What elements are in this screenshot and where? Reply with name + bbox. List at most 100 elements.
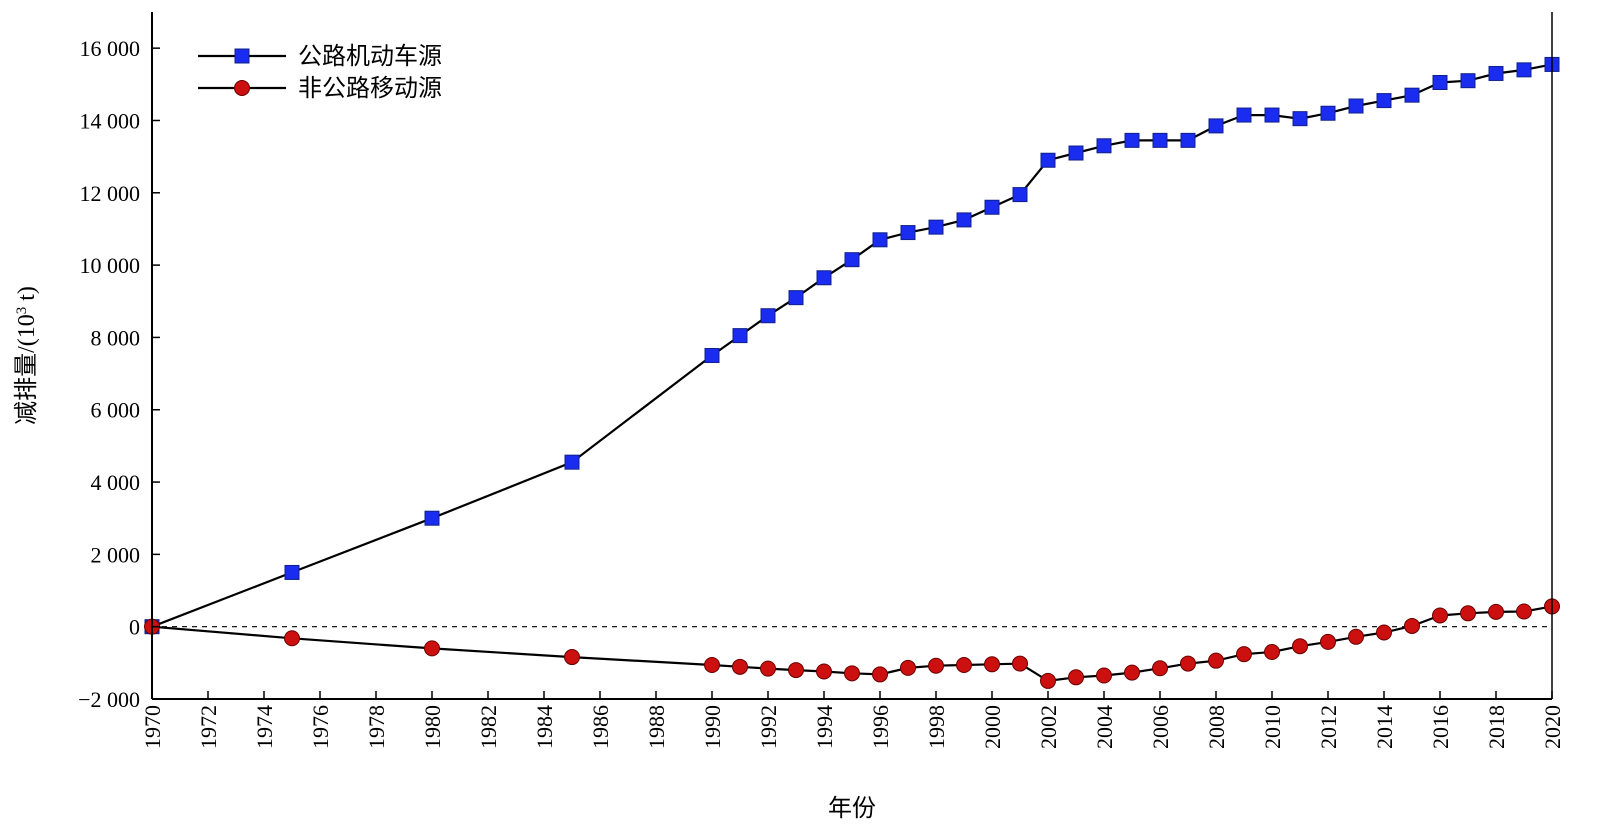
circle-marker bbox=[284, 630, 300, 647]
circle-marker bbox=[816, 663, 832, 680]
y-tick-label: 2 000 bbox=[91, 542, 141, 567]
circle-marker bbox=[1040, 672, 1056, 689]
y-tick-label: 4 000 bbox=[91, 470, 141, 495]
x-tick-label: 2006 bbox=[1148, 705, 1173, 749]
circle-marker bbox=[1012, 655, 1028, 672]
x-tick-label: 1976 bbox=[308, 705, 333, 749]
x-tick-label: 1982 bbox=[476, 705, 501, 749]
y-tick-label: 6 000 bbox=[91, 398, 141, 423]
y-axis-title-unit: t) bbox=[14, 286, 40, 307]
square-marker bbox=[1068, 145, 1084, 161]
circle-marker bbox=[1096, 667, 1112, 684]
x-tick-label: 2014 bbox=[1372, 705, 1397, 749]
legend-square-marker bbox=[234, 48, 250, 64]
circle-marker bbox=[900, 659, 916, 676]
circle-marker bbox=[424, 640, 440, 657]
square-marker bbox=[1320, 105, 1336, 121]
circle-marker bbox=[760, 660, 776, 677]
square-marker bbox=[1012, 187, 1028, 203]
circle-marker bbox=[1488, 603, 1504, 620]
circle-marker bbox=[872, 666, 888, 683]
square-marker bbox=[1404, 87, 1420, 103]
square-marker bbox=[1096, 138, 1112, 154]
circle-marker bbox=[1376, 624, 1392, 641]
square-marker bbox=[1376, 93, 1392, 109]
x-tick-label: 1994 bbox=[812, 705, 837, 749]
x-tick-label: 1996 bbox=[868, 705, 893, 749]
square-marker bbox=[872, 232, 888, 248]
circle-marker bbox=[1432, 607, 1448, 624]
y-tick-label: 16 000 bbox=[80, 36, 141, 61]
square-marker bbox=[284, 564, 300, 580]
x-tick-label: 2008 bbox=[1204, 705, 1229, 749]
x-tick-label: 1988 bbox=[644, 705, 669, 749]
square-marker bbox=[816, 270, 832, 286]
x-tick-label: 2010 bbox=[1260, 705, 1285, 749]
y-tick-label: 14 000 bbox=[80, 108, 141, 133]
series-1 bbox=[144, 56, 1560, 635]
y-axis-title: 减排量/(103 t) bbox=[13, 286, 40, 425]
square-marker bbox=[844, 252, 860, 268]
x-tick-label: 1992 bbox=[756, 705, 781, 749]
square-marker bbox=[1488, 65, 1504, 81]
circle-marker bbox=[564, 649, 580, 666]
circle-marker bbox=[1320, 633, 1336, 650]
circle-marker bbox=[1292, 638, 1308, 655]
circle-marker bbox=[1348, 628, 1364, 645]
circle-marker bbox=[732, 658, 748, 675]
square-marker bbox=[956, 212, 972, 228]
circle-marker bbox=[1460, 605, 1476, 622]
series-line bbox=[151, 63, 1553, 628]
circle-marker bbox=[704, 657, 720, 674]
square-marker bbox=[984, 199, 1000, 215]
circle-marker bbox=[788, 662, 804, 679]
square-marker bbox=[1236, 107, 1252, 123]
square-marker bbox=[704, 348, 720, 363]
x-tick-label: 2002 bbox=[1036, 705, 1061, 749]
x-tick-label: 2020 bbox=[1540, 705, 1565, 749]
circle-marker bbox=[1264, 643, 1280, 660]
legend-label: 非公路移动源 bbox=[298, 75, 442, 102]
square-marker bbox=[1516, 62, 1532, 78]
legend-label: 公路机动车源 bbox=[298, 43, 442, 70]
circle-marker bbox=[1516, 603, 1532, 620]
circle-marker bbox=[1208, 652, 1224, 669]
square-marker bbox=[788, 290, 804, 306]
square-marker bbox=[1432, 75, 1448, 91]
y-axis-title-main: 减排量/(10 bbox=[13, 314, 40, 425]
circle-marker bbox=[1152, 660, 1168, 677]
legend-circle-marker bbox=[234, 80, 250, 96]
square-marker bbox=[928, 219, 944, 235]
square-marker bbox=[1292, 111, 1308, 127]
y-tick-label: 10 000 bbox=[80, 253, 141, 278]
x-tick-label: 1974 bbox=[252, 705, 277, 749]
square-marker bbox=[1152, 132, 1168, 148]
legend-item: 非公路移动源 bbox=[198, 75, 442, 102]
square-marker bbox=[732, 328, 748, 344]
square-marker bbox=[1208, 118, 1224, 134]
x-tick-label: 1970 bbox=[140, 705, 165, 749]
square-marker bbox=[1040, 152, 1056, 168]
y-tick-label: 12 000 bbox=[80, 181, 141, 206]
square-marker bbox=[1460, 73, 1476, 89]
circle-marker bbox=[1236, 646, 1252, 663]
circle-marker bbox=[984, 656, 1000, 673]
circle-marker bbox=[844, 665, 860, 682]
x-tick-label: 1984 bbox=[532, 705, 557, 749]
x-tick-label: 1990 bbox=[700, 705, 725, 749]
x-tick-label: 1978 bbox=[364, 705, 389, 749]
x-tick-label: 1972 bbox=[196, 705, 221, 749]
x-tick-label: 1998 bbox=[924, 705, 949, 749]
circle-marker bbox=[1404, 617, 1420, 634]
square-marker bbox=[1264, 107, 1280, 123]
square-marker bbox=[424, 510, 440, 526]
y-axis-title-superscript: 3 bbox=[14, 307, 30, 315]
x-axis-title: 年份 bbox=[828, 795, 876, 822]
x-tick-label: 2016 bbox=[1428, 705, 1453, 749]
x-tick-label: 2012 bbox=[1316, 705, 1341, 749]
x-tick-label: 1980 bbox=[420, 705, 445, 749]
x-tick-label: 2018 bbox=[1484, 705, 1509, 749]
y-tick-label: 0 bbox=[129, 615, 140, 640]
circle-marker bbox=[928, 657, 944, 674]
